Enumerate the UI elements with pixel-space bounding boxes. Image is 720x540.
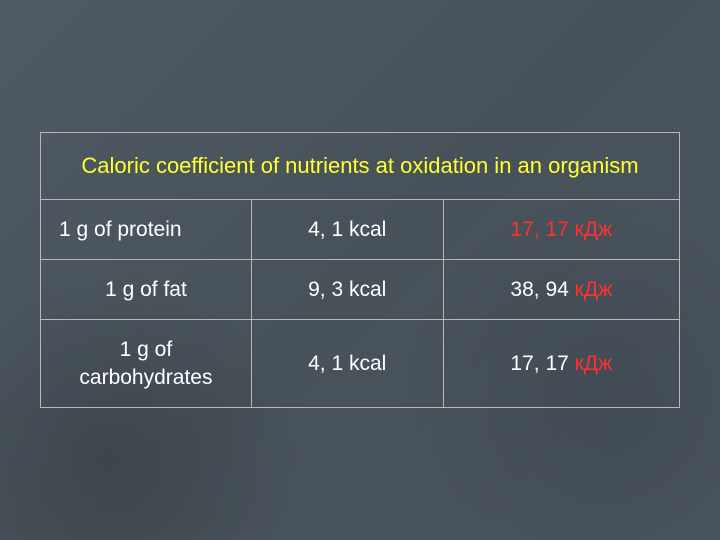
kj-cell: 17, 17 кДж [443,320,679,408]
kj-unit: кДж [575,352,612,375]
caloric-coefficient-table: Caloric coefficient of nutrients at oxid… [40,132,680,408]
nutrient-cell: 1 g of protein [41,199,252,259]
table-row: 1 g of fat 9, 3 kcal 38, 94 кДж [41,260,680,320]
kj-value: 17, 17 [510,218,568,241]
nutrient-cell: 1 g of fat [41,260,252,320]
kcal-cell: 4, 1 kcal [251,199,443,259]
table-row: 1 g of carbohydrates 4, 1 kcal 17, 17 кД… [41,320,680,408]
kcal-cell: 9, 3 kcal [251,260,443,320]
nutrient-table: Caloric coefficient of nutrients at oxid… [40,132,680,408]
table-title: Caloric coefficient of nutrients at oxid… [41,133,680,200]
kj-cell: 38, 94 кДж [443,260,679,320]
kj-value: 38, 94 [510,278,568,301]
kj-value: 17, 17 [510,352,568,375]
kj-unit: кДж [575,278,612,301]
table-row: 1 g of protein 4, 1 kcal 17, 17 кДж [41,199,680,259]
kj-unit: кДж [575,218,612,241]
nutrient-cell: 1 g of carbohydrates [41,320,252,408]
kj-cell: 17, 17 кДж [443,199,679,259]
kcal-cell: 4, 1 kcal [251,320,443,408]
